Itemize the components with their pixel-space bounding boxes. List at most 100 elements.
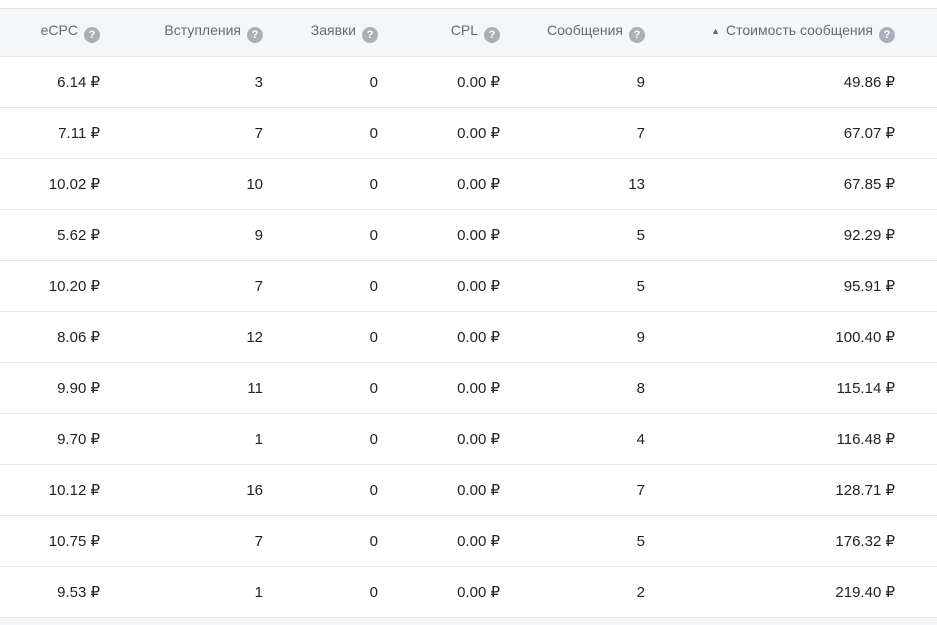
column-header-label: Заявки [310,22,356,38]
table-row: 9.70 ₽ 1 0 0.00 ₽ 4 116.48 ₽ [0,414,937,465]
sort-ascending-icon: ▲ [711,26,720,36]
campaign-stats-table: eCPC? Вступления? Заявки? CPL? Сообщения… [0,8,937,618]
table-cell: 0.00 ₽ [398,465,520,516]
table-cell: 9.90 ₽ [0,363,120,414]
table-cell: 8 [520,363,665,414]
table-cell: 0 [283,108,398,159]
table-cell: 0.00 ₽ [398,363,520,414]
table-cell: 8.06 ₽ [0,312,120,363]
table-row: 6.14 ₽ 3 0 0.00 ₽ 9 49.86 ₽ [0,57,937,108]
table-cell: 1 [120,414,283,465]
table-footer-strip [0,618,937,625]
table-cell: 5 [520,261,665,312]
table-cell: 10 [120,159,283,210]
table-cell: 0.00 ₽ [398,159,520,210]
table-cell: 0.00 ₽ [398,261,520,312]
help-icon[interactable]: ? [879,27,895,43]
column-header[interactable]: Заявки? [283,8,398,57]
table-cell: 9 [120,210,283,261]
table-cell: 7.11 ₽ [0,108,120,159]
table-cell: 0 [283,465,398,516]
column-header-label: CPL [450,22,478,38]
column-header[interactable]: Вступления? [120,8,283,57]
table-row: 9.53 ₽ 1 0 0.00 ₽ 2 219.40 ₽ [0,567,937,618]
table-cell: 0.00 ₽ [398,567,520,618]
table-row: 8.06 ₽ 12 0 0.00 ₽ 9 100.40 ₽ [0,312,937,363]
table-row: 10.12 ₽ 16 0 0.00 ₽ 7 128.71 ₽ [0,465,937,516]
table-cell: 116.48 ₽ [665,414,937,465]
table-cell: 13 [520,159,665,210]
table-cell: 0 [283,363,398,414]
table-cell: 7 [120,516,283,567]
table-cell: 0.00 ₽ [398,312,520,363]
table-cell: 0 [283,516,398,567]
table-cell: 5 [520,516,665,567]
table-cell: 219.40 ₽ [665,567,937,618]
table-cell: 0 [283,210,398,261]
table-row: 10.02 ₽ 10 0 0.00 ₽ 13 67.85 ₽ [0,159,937,210]
table-cell: 176.32 ₽ [665,516,937,567]
table-cell: 67.85 ₽ [665,159,937,210]
table-cell: 6.14 ₽ [0,57,120,108]
table-cell: 0.00 ₽ [398,210,520,261]
table-cell: 0 [283,261,398,312]
table-row: 7.11 ₽ 7 0 0.00 ₽ 7 67.07 ₽ [0,108,937,159]
table-cell: 10.12 ₽ [0,465,120,516]
column-header[interactable]: CPL? [398,8,520,57]
table-cell: 7 [120,108,283,159]
table-cell: 0.00 ₽ [398,414,520,465]
table-row: 10.20 ₽ 7 0 0.00 ₽ 5 95.91 ₽ [0,261,937,312]
table-cell: 128.71 ₽ [665,465,937,516]
table-cell: 0.00 ₽ [398,516,520,567]
column-header-label: eCPC [40,22,78,38]
table-cell: 16 [120,465,283,516]
page-top-spacer [0,0,937,8]
table-row: 9.90 ₽ 11 0 0.00 ₽ 8 115.14 ₽ [0,363,937,414]
table-cell: 5.62 ₽ [0,210,120,261]
column-header-label: Вступления [164,22,241,38]
table-cell: 7 [120,261,283,312]
table-cell: 7 [520,465,665,516]
table-cell: 9.53 ₽ [0,567,120,618]
help-icon[interactable]: ? [484,27,500,43]
help-icon[interactable]: ? [629,27,645,43]
table-cell: 0 [283,57,398,108]
table-cell: 7 [520,108,665,159]
table-row: 5.62 ₽ 9 0 0.00 ₽ 5 92.29 ₽ [0,210,937,261]
column-header[interactable]: eCPC? [0,8,120,57]
help-icon[interactable]: ? [84,27,100,43]
table-cell: 67.07 ₽ [665,108,937,159]
table-header-row: eCPC? Вступления? Заявки? CPL? Сообщения… [0,8,937,57]
help-icon[interactable]: ? [362,27,378,43]
column-header[interactable]: ▲ Стоимость сообщения? [665,8,937,57]
table-cell: 100.40 ₽ [665,312,937,363]
table-row: 10.75 ₽ 7 0 0.00 ₽ 5 176.32 ₽ [0,516,937,567]
table-cell: 10.02 ₽ [0,159,120,210]
column-header-label: Сообщения [547,22,623,38]
table-cell: 95.91 ₽ [665,261,937,312]
table-cell: 0 [283,312,398,363]
table-cell: 3 [120,57,283,108]
table-cell: 12 [120,312,283,363]
table-cell: 9.70 ₽ [0,414,120,465]
table-cell: 49.86 ₽ [665,57,937,108]
table-cell: 0 [283,414,398,465]
table-cell: 115.14 ₽ [665,363,937,414]
table-cell: 2 [520,567,665,618]
table-cell: 0.00 ₽ [398,108,520,159]
table-cell: 0 [283,159,398,210]
table-cell: 10.75 ₽ [0,516,120,567]
table-cell: 9 [520,312,665,363]
help-icon[interactable]: ? [247,27,263,43]
table-cell: 9 [520,57,665,108]
table-cell: 92.29 ₽ [665,210,937,261]
table-cell: 0.00 ₽ [398,57,520,108]
column-header[interactable]: Сообщения? [520,8,665,57]
table-cell: 11 [120,363,283,414]
table-cell: 4 [520,414,665,465]
table-cell: 0 [283,567,398,618]
table-cell: 1 [120,567,283,618]
table-cell: 5 [520,210,665,261]
table-cell: 10.20 ₽ [0,261,120,312]
